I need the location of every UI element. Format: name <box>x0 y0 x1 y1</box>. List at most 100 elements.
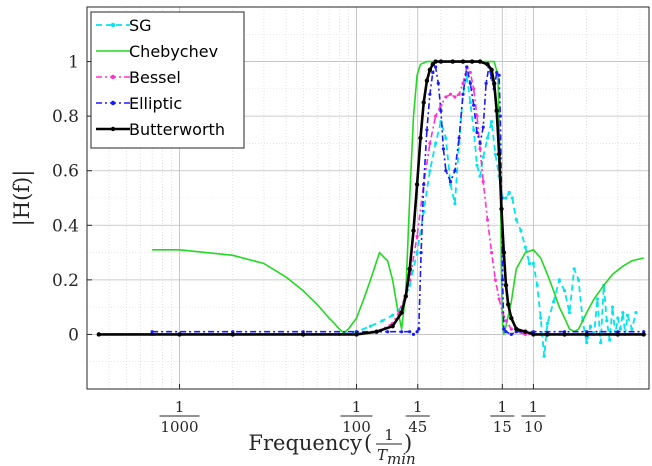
data-point-bessel <box>485 218 490 222</box>
data-point-butterworth <box>96 332 102 337</box>
data-point-sg <box>542 354 546 358</box>
data-point-sg <box>608 338 612 342</box>
data-point-sg <box>475 163 479 167</box>
data-point-butterworth <box>562 332 567 337</box>
data-point-butterworth <box>450 59 455 64</box>
data-point-sg <box>485 136 490 140</box>
data-point-sg <box>523 245 527 249</box>
data-point-sg <box>493 152 497 156</box>
x-tick-label: 115 <box>490 398 515 436</box>
data-point-bessel <box>475 114 479 118</box>
x-tick-label-num: 1 <box>529 398 539 416</box>
data-point-elliptic <box>481 125 485 129</box>
data-point-elliptic <box>453 169 457 173</box>
data-point-butterworth <box>433 59 438 64</box>
data-point-sg <box>577 278 581 282</box>
data-point-bessel <box>428 141 432 145</box>
data-point-elliptic <box>408 330 412 334</box>
data-point-sg <box>490 120 494 124</box>
data-point-elliptic <box>400 330 404 334</box>
data-point-elliptic <box>436 81 440 85</box>
data-point-butterworth <box>494 108 499 113</box>
data-point-butterworth <box>390 324 395 329</box>
y-tick-label: 1 <box>68 53 79 73</box>
plot-frame <box>86 6 650 390</box>
data-point-butterworth <box>499 206 504 212</box>
data-point-sg <box>448 182 453 186</box>
x-tick-label-num: 1 <box>413 398 423 416</box>
x-tick-label-den: 1000 <box>160 418 198 436</box>
data-point-butterworth <box>615 332 620 337</box>
data-point-butterworth <box>477 59 483 64</box>
data-point-sg <box>514 218 518 222</box>
legend-entry-elliptic: Elliptic <box>96 94 182 113</box>
data-point-sg <box>545 321 550 326</box>
data-point-elliptic <box>484 81 488 85</box>
x-tick-label-num: 1 <box>175 398 185 416</box>
data-point-elliptic <box>411 332 416 336</box>
data-point-butterworth <box>411 228 416 233</box>
data-point-butterworth <box>374 329 379 334</box>
y-tick-label: 0.6 <box>52 162 79 182</box>
data-point-butterworth <box>421 100 426 105</box>
data-point-sg <box>563 289 567 293</box>
data-point-elliptic <box>422 182 426 186</box>
series-butterworth <box>96 59 646 337</box>
x-axis-label-frac-num: 1 <box>384 426 394 444</box>
legend-label: Bessel <box>129 68 181 87</box>
data-point-sg <box>605 319 609 323</box>
data-point-elliptic <box>419 251 423 255</box>
data-point-butterworth <box>301 332 306 337</box>
data-point-sg <box>472 128 476 132</box>
data-point-sg <box>380 319 384 323</box>
data-point-sg <box>599 341 603 345</box>
data-point-butterworth <box>506 302 511 307</box>
data-point-sg <box>535 283 539 287</box>
data-point-sg <box>481 155 485 159</box>
data-point-sg <box>478 174 482 178</box>
data-point-butterworth <box>230 332 235 337</box>
x-axis-label-frac-den-sub: min <box>387 450 416 466</box>
data-point-sg <box>630 327 634 331</box>
data-point-elliptic <box>475 130 479 135</box>
x-tick-label-den: 100 <box>342 418 371 436</box>
data-point-elliptic <box>415 330 419 334</box>
x-tick-label: 110 <box>521 398 546 436</box>
data-point-sg <box>621 311 625 315</box>
legend-entry-bessel: Bessel <box>96 68 181 87</box>
data-point-sg <box>585 341 589 345</box>
legend-entry-butterworth: Butterworth <box>96 120 225 139</box>
series-layer <box>96 59 646 358</box>
legend-marker <box>110 100 116 106</box>
data-point-sg <box>616 316 620 320</box>
data-point-sg <box>434 141 438 145</box>
data-point-butterworth <box>354 332 359 337</box>
legend-entry-sg: SG <box>96 16 152 35</box>
data-point-elliptic <box>431 70 435 75</box>
data-point-sg <box>625 313 630 317</box>
data-point-butterworth <box>460 59 466 64</box>
x-axis-label-text: Frequency <box>248 431 362 455</box>
data-point-elliptic <box>425 128 429 132</box>
x-axis-label-paren-open: ( <box>364 431 372 455</box>
data-point-bessel <box>448 92 453 96</box>
data-point-sg <box>539 316 543 320</box>
data-point-butterworth <box>427 67 433 73</box>
data-point-elliptic <box>472 103 476 107</box>
data-point-sg <box>634 311 638 315</box>
legend-label: Elliptic <box>129 94 182 113</box>
legend: SG Chebychev Bessel Elliptic Butterworth <box>90 11 245 149</box>
legend-entry-chebychev: Chebychev <box>96 42 218 61</box>
x-tick-label-den: 45 <box>408 418 427 436</box>
y-tick-label: 0.4 <box>52 216 79 236</box>
data-point-elliptic <box>468 81 472 85</box>
x-tick-label-num: 1 <box>498 398 508 416</box>
data-point-butterworth <box>489 67 494 73</box>
data-point-elliptic <box>461 92 465 96</box>
data-point-sg <box>567 311 572 315</box>
data-point-butterworth <box>545 332 550 337</box>
data-point-butterworth <box>485 62 490 67</box>
data-point-elliptic <box>478 141 482 145</box>
